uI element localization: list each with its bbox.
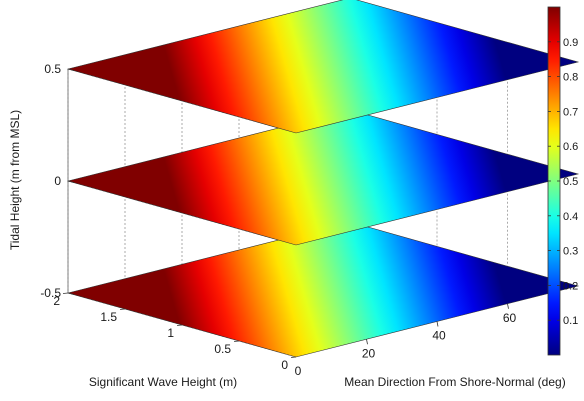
x-tick-mark	[290, 356, 297, 358]
colorbar-tick-label: 0.5	[563, 176, 578, 188]
z-tick-mark	[67, 292, 75, 295]
y-tick-mark	[507, 303, 509, 309]
x-tick-label: 1.5	[100, 310, 117, 324]
x-tick-label: 2	[53, 294, 60, 308]
z-tick-label: 0.5	[44, 62, 61, 76]
colorbar-tick-label: 0.7	[563, 106, 578, 118]
x-tick-label: 0.5	[214, 342, 231, 356]
surface-slice	[66, 109, 580, 246]
surface-slices	[66, 0, 580, 358]
y-tick-label: 40	[432, 329, 446, 343]
x-tick-mark	[62, 292, 69, 294]
colorbar-tick-label: 0.9	[563, 37, 578, 49]
axis-ticks: 0.5 0 -0.52 1.5 1 0.5 0 20 40 60 0	[40, 62, 516, 378]
z-axis-label: Tidal Height (m from MSL)	[8, 110, 22, 250]
x-tick-mark	[233, 340, 240, 342]
x-tick-mark	[119, 308, 126, 310]
z-tick-label: 0	[54, 174, 61, 188]
z-tick-mark	[67, 68, 75, 71]
surface-slice	[66, 0, 580, 134]
y-tick-label-zero: 0	[295, 364, 302, 378]
y-tick-mark	[366, 339, 368, 345]
colorbar-tick-label: 0.8	[563, 72, 578, 84]
y-axis-label: Mean Direction From Shore-Normal (deg)	[344, 375, 565, 389]
x-tick-mark	[176, 324, 183, 326]
colorbar-tick-label: 0.1	[563, 315, 578, 327]
colorbar-tick-label: 0.6	[563, 141, 578, 153]
colorbar: 0.9 0.8 0.7 0.6 0.5 0.4 0.3 0.2 0.1	[547, 6, 578, 356]
colorbar-tick-label: 0.4	[563, 211, 578, 223]
colorbar-tick-label: 0.2	[563, 280, 578, 292]
z-tick-label: -0.5	[40, 286, 61, 300]
y-tick-label: 20	[362, 346, 376, 360]
colorbar-tick-label: 0.3	[563, 246, 578, 258]
y-tick-label: 60	[503, 311, 517, 325]
x-tick-label: 0	[281, 358, 288, 372]
z-tick-mark	[67, 180, 75, 183]
surface-slice	[66, 221, 580, 358]
x-tick-label: 1	[167, 326, 174, 340]
x-axis-label: Significant Wave Height (m)	[89, 375, 237, 389]
y-tick-mark	[436, 321, 439, 327]
